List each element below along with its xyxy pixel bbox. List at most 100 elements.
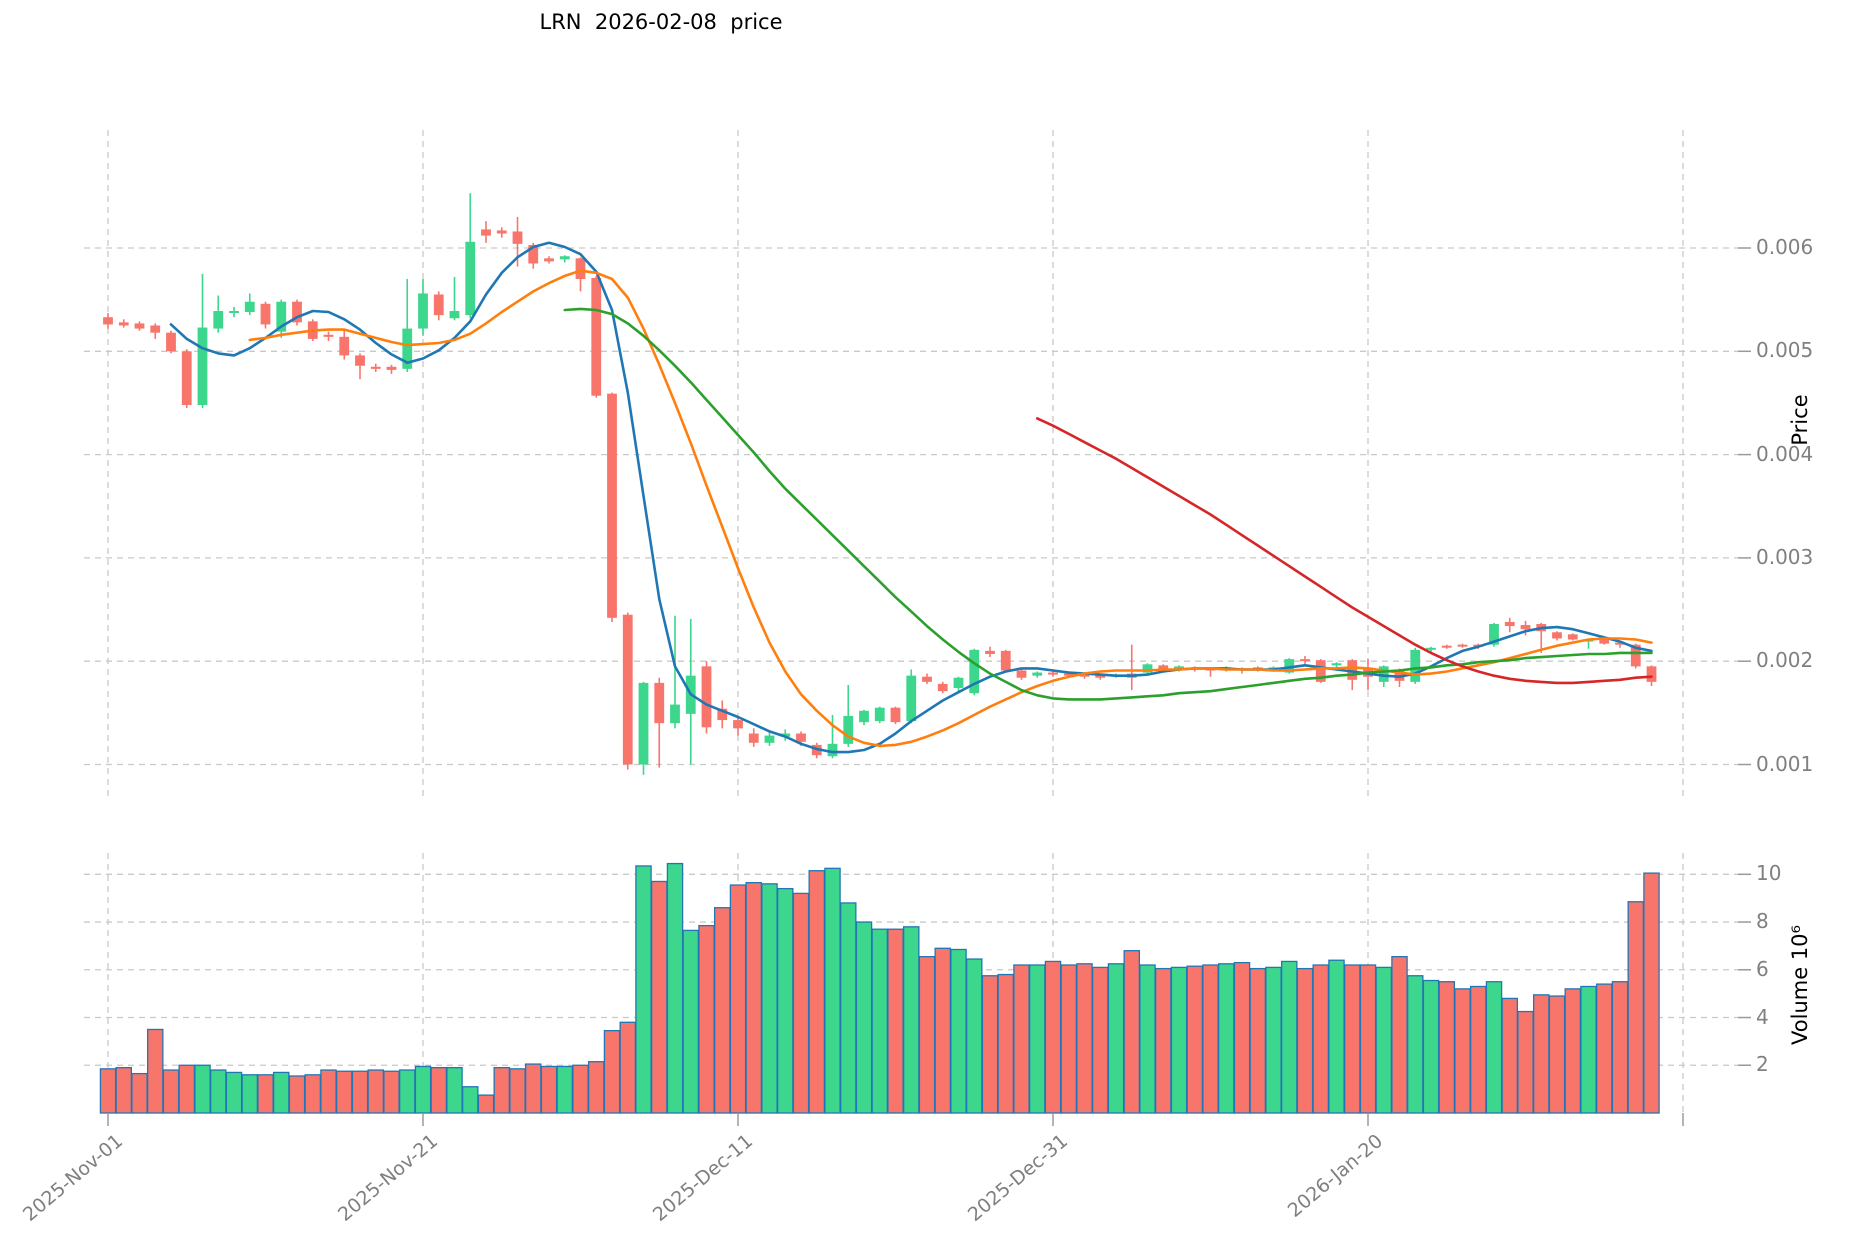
volume-bar — [698, 924, 715, 1114]
volume-bar — [1139, 964, 1156, 1114]
volume-bar — [1044, 960, 1062, 1114]
volume-bar — [918, 956, 936, 1114]
candle-body — [370, 366, 381, 369]
volume-bar — [525, 1063, 542, 1114]
candle-body — [1630, 644, 1641, 667]
candle-body — [197, 327, 208, 406]
candle-body — [166, 332, 176, 352]
volume-bar — [272, 1071, 290, 1114]
candle-body — [701, 666, 712, 728]
candle-body — [418, 293, 428, 329]
volume-bar — [556, 1065, 574, 1114]
candle-body — [859, 710, 869, 723]
volume-bar — [1422, 979, 1440, 1114]
candle-body — [1504, 621, 1515, 627]
volume-bar — [446, 1066, 463, 1114]
volume-bar — [1407, 975, 1424, 1114]
volume-bar — [981, 975, 999, 1114]
volume-bar — [1123, 950, 1141, 1114]
volume-bar — [966, 958, 983, 1114]
volume-bar — [1548, 995, 1566, 1114]
volume-tick-label: 4 — [1756, 1004, 1769, 1029]
volume-bar — [840, 902, 857, 1114]
volume-bar — [1265, 966, 1282, 1114]
volume-bar — [635, 865, 652, 1114]
volume-bar — [209, 1069, 227, 1114]
volume-bar — [729, 884, 747, 1114]
volume-bar — [1328, 959, 1345, 1114]
volume-bar — [1391, 956, 1408, 1114]
candle-body — [496, 230, 507, 234]
candle-body — [134, 323, 145, 329]
volume-bar — [99, 1068, 117, 1114]
volume-bar — [1202, 964, 1219, 1114]
candle-body — [244, 301, 255, 313]
volume-bar — [430, 1066, 447, 1114]
candle-body — [843, 715, 854, 744]
volume-bar — [398, 1069, 416, 1114]
candle-body — [150, 325, 161, 333]
price-tick-label: 0.003 — [1756, 544, 1814, 569]
candle-body — [402, 328, 413, 369]
volume-bar — [651, 880, 668, 1114]
volume-bar — [351, 1070, 369, 1114]
volume-bar — [477, 1094, 495, 1114]
volume-bar — [1092, 966, 1109, 1114]
candle-body — [622, 614, 633, 765]
volume-bar — [1233, 961, 1251, 1114]
candle-body — [733, 720, 743, 729]
candle-body — [1552, 632, 1562, 639]
candle-body — [1646, 666, 1657, 682]
volume-bar — [304, 1074, 321, 1114]
volume-bar — [903, 926, 920, 1114]
volume-bar — [1013, 964, 1030, 1114]
volume-bar — [320, 1069, 337, 1114]
volume-bar — [509, 1068, 526, 1114]
candle-body — [1315, 660, 1326, 682]
candle-body — [1410, 649, 1421, 682]
volume-bar — [1344, 964, 1361, 1114]
candle-body — [764, 735, 775, 743]
volume-bar — [682, 929, 700, 1114]
volume-bar — [162, 1069, 180, 1114]
candle-body — [922, 676, 932, 682]
volume-bar — [1643, 872, 1660, 1114]
candle-body — [906, 675, 917, 722]
candle-body — [528, 244, 539, 264]
ma-fast-line — [169, 241, 1653, 754]
volume-bar — [619, 1021, 637, 1114]
volume-bar — [572, 1064, 589, 1114]
candle-body — [953, 677, 964, 689]
candle-body — [339, 336, 350, 356]
volume-bar — [1249, 967, 1267, 1114]
candle-body — [748, 733, 759, 743]
volume-bar — [1359, 964, 1377, 1114]
candle-body — [544, 258, 554, 262]
ma-slow-line — [563, 307, 1653, 701]
candle-body — [292, 301, 302, 323]
ma-medium-line — [248, 269, 1653, 748]
candle-body — [323, 334, 334, 337]
candle-body — [1426, 647, 1436, 650]
volume-bar — [1218, 963, 1235, 1114]
candle-body — [827, 743, 838, 757]
candle-body — [1095, 674, 1106, 678]
candle-body — [1457, 644, 1468, 647]
candle-body — [276, 301, 287, 332]
volume-bar — [808, 870, 826, 1114]
candle-body — [985, 650, 995, 654]
volume-bar — [824, 867, 841, 1114]
volume-bar — [414, 1065, 432, 1114]
volume-bar — [257, 1074, 274, 1114]
candle-body — [969, 649, 980, 694]
volume-bar — [131, 1072, 148, 1114]
volume-bar — [146, 1028, 164, 1114]
volume-bar — [855, 921, 873, 1114]
price-tick-label: 0.002 — [1756, 648, 1814, 673]
candle-body — [1032, 672, 1043, 676]
volume-bar — [1470, 985, 1487, 1114]
candle-body — [260, 303, 271, 325]
candle-body — [874, 707, 885, 722]
volume-bar — [335, 1070, 353, 1114]
volume-tick-label: 8 — [1756, 909, 1769, 934]
